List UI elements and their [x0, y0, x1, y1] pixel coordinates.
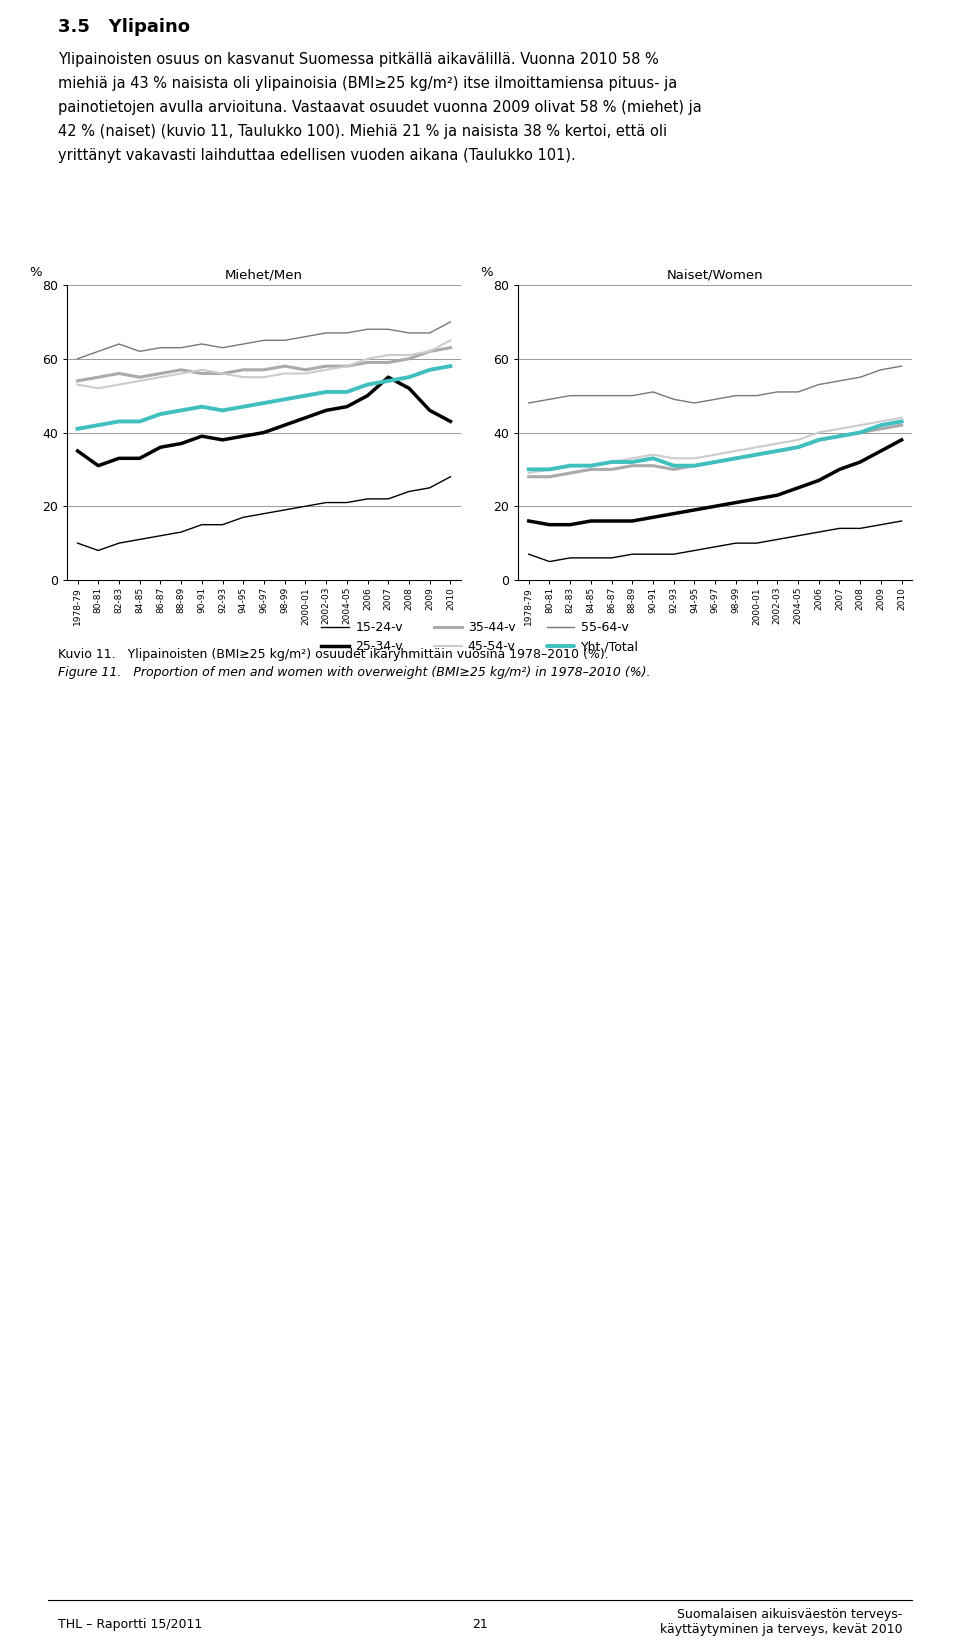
Title: Miehet/Men: Miehet/Men — [225, 268, 303, 281]
Text: painotietojen avulla arvioituna. Vastaavat osuudet vuonna 2009 olivat 58 % (mieh: painotietojen avulla arvioituna. Vastaav… — [58, 100, 702, 115]
Text: 3.5   Ylipaino: 3.5 Ylipaino — [58, 18, 189, 36]
Text: Ylipainoisten osuus on kasvanut Suomessa pitkällä aikavälillä. Vuonna 2010 58 %: Ylipainoisten osuus on kasvanut Suomessa… — [58, 53, 659, 67]
Y-axis label: %: % — [481, 266, 493, 279]
Text: yrittänyt vakavasti laihduttaa edellisen vuoden aikana (Taulukko 101).: yrittänyt vakavasti laihduttaa edellisen… — [58, 148, 575, 163]
Text: Figure 11.   Proportion of men and women with overweight (BMI≥25 kg/m²) in 1978–: Figure 11. Proportion of men and women w… — [58, 665, 650, 679]
Title: Naiset/Women: Naiset/Women — [667, 268, 763, 281]
Text: 21: 21 — [472, 1618, 488, 1631]
Y-axis label: %: % — [30, 266, 42, 279]
Text: käyttäytyminen ja terveys, kevät 2010: käyttäytyminen ja terveys, kevät 2010 — [660, 1623, 902, 1636]
Legend: 15-24-v, 25-34-v, 35-44-v, 45-54-v, 55-64-v, Yht./Total: 15-24-v, 25-34-v, 35-44-v, 45-54-v, 55-6… — [322, 621, 638, 654]
Text: THL – Raportti 15/2011: THL – Raportti 15/2011 — [58, 1618, 202, 1631]
Text: Suomalaisen aikuisväestön terveys-: Suomalaisen aikuisväestön terveys- — [677, 1608, 902, 1622]
Text: miehiä ja 43 % naisista oli ylipainoisia (BMI≥25 kg/m²) itse ilmoittamiensa pitu: miehiä ja 43 % naisista oli ylipainoisia… — [58, 76, 677, 90]
Text: Kuvio 11.   Ylipainoisten (BMI≥25 kg/m²) osuudet ikäryhmittäin vuosina 1978–2010: Kuvio 11. Ylipainoisten (BMI≥25 kg/m²) o… — [58, 647, 609, 660]
Text: 42 % (naiset) (kuvio 11, Taulukko 100). Miehiä 21 % ja naisista 38 % kertoi, ett: 42 % (naiset) (kuvio 11, Taulukko 100). … — [58, 123, 667, 140]
